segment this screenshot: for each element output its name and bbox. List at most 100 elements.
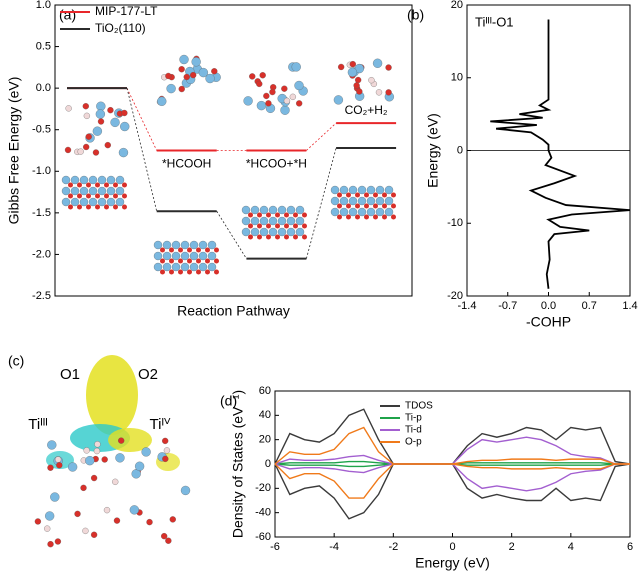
- atom: [364, 214, 369, 220]
- atom: [47, 440, 57, 450]
- atom: [330, 207, 340, 217]
- atom: [295, 216, 305, 226]
- atom: [207, 262, 217, 272]
- x-tick-label: -2: [388, 541, 398, 553]
- atom: [83, 143, 90, 151]
- isosurface: [86, 355, 138, 435]
- atom: [281, 85, 288, 92]
- atom: [339, 196, 349, 206]
- y-tick-label: -2.5: [32, 290, 51, 302]
- atom: [355, 192, 360, 198]
- plot-frame: [54, 4, 413, 297]
- atom: [256, 80, 263, 88]
- atom: [382, 203, 387, 209]
- x-tick-label: -0.7: [498, 300, 517, 312]
- atom: [346, 192, 351, 198]
- atom: [171, 240, 181, 250]
- atom: [196, 269, 201, 275]
- atom: [79, 197, 89, 207]
- atom: [357, 185, 367, 195]
- atom: [207, 240, 217, 250]
- atom: [198, 251, 208, 261]
- x-tick-label: -1.4: [458, 300, 477, 312]
- atom: [256, 100, 267, 111]
- atom: [118, 147, 129, 158]
- atom: [70, 186, 80, 196]
- atom: [113, 517, 121, 524]
- atom: [95, 109, 106, 119]
- atom: [265, 100, 272, 107]
- atom: [129, 505, 140, 515]
- atom: [171, 262, 181, 272]
- atom: [104, 193, 109, 199]
- atom: [160, 269, 165, 275]
- atom: [79, 175, 89, 185]
- atom: [104, 182, 109, 188]
- atom: [294, 80, 304, 91]
- atom: [295, 227, 305, 237]
- atom: [366, 196, 376, 206]
- atom: [366, 185, 376, 195]
- atom: [250, 205, 260, 215]
- atom: [93, 447, 101, 455]
- atom: [259, 205, 269, 215]
- atom: [205, 258, 210, 264]
- atom: [355, 203, 360, 209]
- atom: [162, 251, 172, 261]
- atom: [68, 193, 73, 199]
- atom: [54, 538, 62, 545]
- atom: [198, 67, 209, 78]
- atom: [113, 193, 118, 199]
- atom: [180, 240, 190, 250]
- x-tick-label: 0.7: [582, 300, 597, 312]
- x-tick-label: 0: [449, 541, 455, 553]
- legend-label: MIP-177-LT: [95, 4, 158, 18]
- atom: [47, 464, 54, 471]
- atom: [346, 214, 351, 220]
- atom: [115, 197, 125, 207]
- atom: [112, 478, 119, 485]
- atom: [385, 64, 392, 71]
- atom: [241, 216, 251, 226]
- atom: [353, 82, 360, 89]
- atom: [355, 214, 360, 220]
- atom: [382, 192, 387, 198]
- atom: [289, 93, 296, 100]
- atom: [88, 175, 98, 185]
- atom: [104, 141, 111, 149]
- atom: [373, 203, 378, 209]
- atom: [293, 223, 298, 229]
- atom: [80, 484, 87, 492]
- atom: [277, 216, 287, 226]
- atom: [207, 251, 217, 261]
- atom: [295, 205, 305, 215]
- atom: [97, 186, 107, 196]
- atom: [250, 227, 260, 237]
- atom: [349, 60, 356, 68]
- atom: [364, 192, 369, 198]
- atom: [50, 492, 60, 502]
- atom: [178, 269, 183, 275]
- atom: [337, 203, 342, 209]
- atom: [146, 518, 153, 526]
- atom: [165, 72, 172, 80]
- atom: [348, 196, 358, 206]
- atom: [169, 258, 174, 264]
- x-axis-label: -COHP: [526, 314, 571, 330]
- atom: [384, 185, 394, 195]
- atom: [106, 175, 116, 185]
- atom: [249, 73, 256, 80]
- atom: [68, 204, 73, 210]
- y-tick-label: 10: [451, 72, 463, 84]
- atom: [141, 447, 151, 457]
- atom: [337, 192, 342, 198]
- atom: [47, 541, 54, 548]
- atom-label: Tiᴵⱽ: [150, 416, 171, 433]
- atom: [296, 100, 303, 107]
- atom: [214, 247, 219, 253]
- atom: [248, 212, 253, 218]
- atom: [346, 203, 351, 209]
- x-tick-label: 4: [568, 541, 574, 553]
- atom: [171, 251, 181, 261]
